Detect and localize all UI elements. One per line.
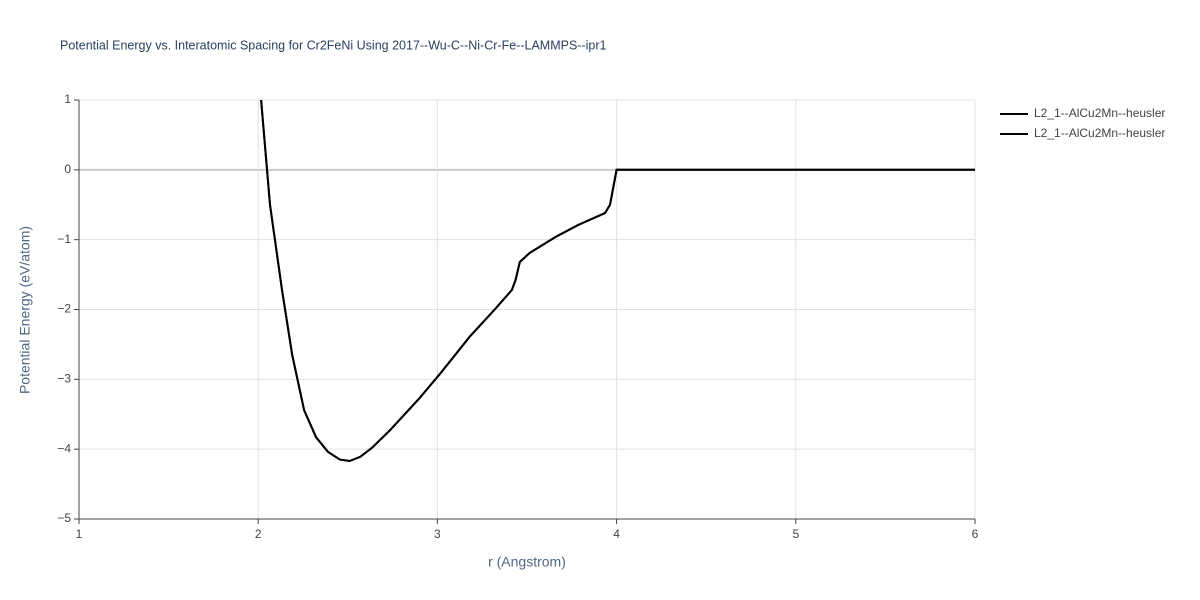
y-tick-label: −5 <box>57 511 71 525</box>
y-tick-label: 0 <box>64 162 71 176</box>
y-tick-label: −4 <box>57 441 71 455</box>
x-tick-label: 6 <box>972 527 979 541</box>
legend-label: L2_1--AlCu2Mn--heusler <box>1034 106 1165 120</box>
series-line <box>260 99 975 463</box>
x-tick-label: 3 <box>434 527 441 541</box>
y-axis-title: Potential Energy (eV/atom) <box>17 226 33 394</box>
y-tick-label: 1 <box>64 92 71 106</box>
x-tick-label: 5 <box>792 527 799 541</box>
y-tick-label: −2 <box>57 302 71 316</box>
chart-title: Potential Energy vs. Interatomic Spacing… <box>60 38 606 52</box>
x-tick-label: 4 <box>613 527 620 541</box>
series-line <box>260 99 975 463</box>
x-axis-title: r (Angstrom) <box>488 554 566 570</box>
x-tick-label: 1 <box>76 527 83 541</box>
x-tick-label: 2 <box>255 527 262 541</box>
legend-label: L2_1--AlCu2Mn--heusler <box>1034 126 1165 140</box>
y-tick-label: −3 <box>57 372 71 386</box>
y-tick-label: −1 <box>57 232 71 246</box>
